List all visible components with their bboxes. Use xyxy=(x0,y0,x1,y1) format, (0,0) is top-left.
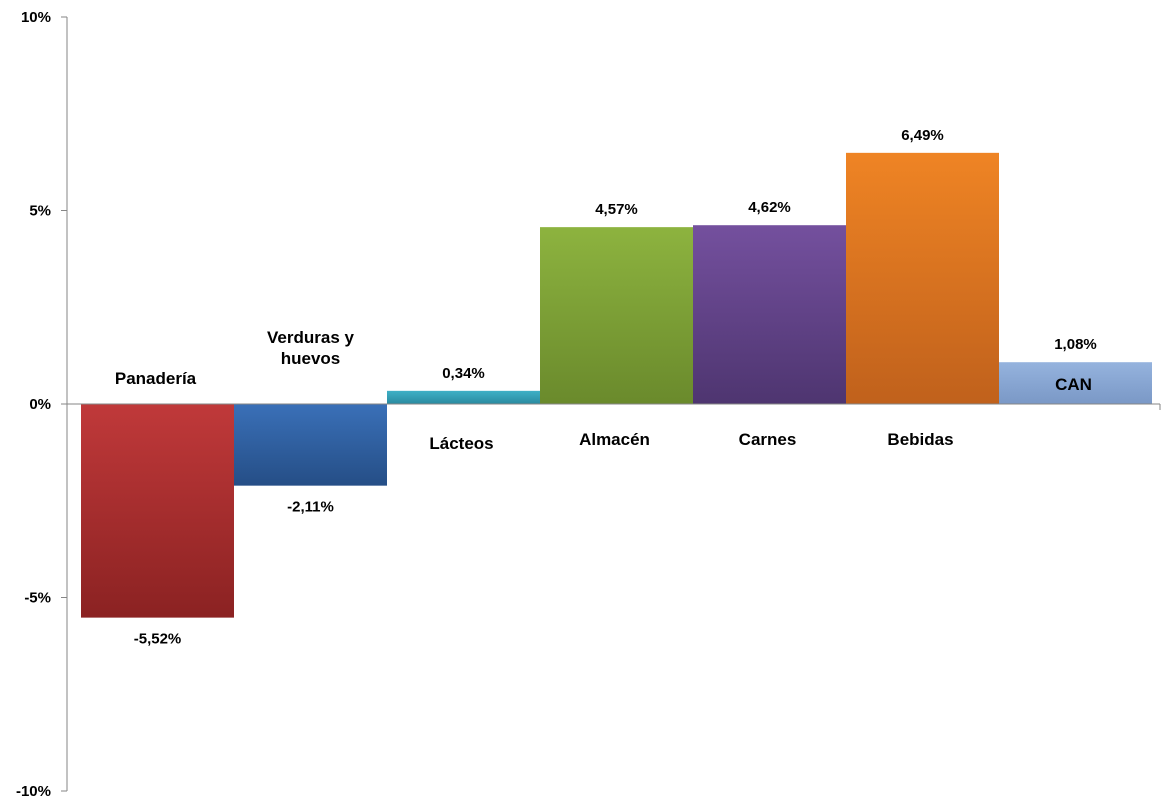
bar-panaderia xyxy=(81,404,234,618)
bar-verduras-y-huevos xyxy=(234,404,387,486)
category-label-almacen: Almacén xyxy=(579,430,650,449)
data-label-panaderia: -5,52% xyxy=(134,631,182,648)
y-tick-label: -10% xyxy=(16,783,51,800)
category-label-verduras-y-huevos: Verduras y huevos xyxy=(267,328,354,368)
bars-layer xyxy=(81,152,1152,618)
category-label-can: CAN xyxy=(1055,375,1092,394)
y-tick-label: 10% xyxy=(21,9,51,26)
category-label-lacteos: Lácteos xyxy=(429,434,493,453)
data-label-bebidas: 6,49% xyxy=(901,127,944,144)
category-label-carnes: Carnes xyxy=(739,430,797,449)
y-tick-label: -5% xyxy=(24,590,51,607)
labels-layer: -5,52% -2,11% 0,34% 4,57% 4,62% 6,49% 1,08% Pan… xyxy=(115,127,1097,648)
bar-bebidas xyxy=(846,152,999,404)
category-label-bebidas: Bebidas xyxy=(887,430,953,449)
bar-carnes xyxy=(693,225,846,404)
data-label-carnes: 4,62% xyxy=(748,199,791,216)
data-label-can: 1,08% xyxy=(1054,336,1097,353)
data-label-verduras-y-huevos: -2,11% xyxy=(287,499,334,516)
bar-can xyxy=(999,362,1152,404)
bar-lacteos xyxy=(387,390,540,404)
y-tick-label: 0% xyxy=(29,396,51,413)
data-label-lacteos: 0,34% xyxy=(442,365,485,382)
axis-layer: 10% 5% 0% -5% -10% xyxy=(16,9,1161,800)
y-tick-label: 5% xyxy=(29,203,51,220)
data-label-almacen: 4,57% xyxy=(595,201,638,218)
category-label-panaderia: Panadería xyxy=(115,369,197,388)
bar-almacen xyxy=(540,227,693,404)
